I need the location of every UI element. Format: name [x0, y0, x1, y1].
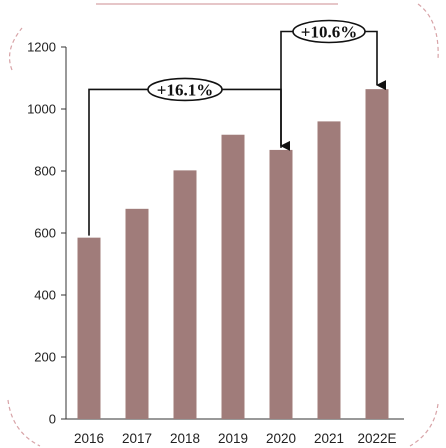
bar-2020: [269, 149, 293, 420]
bar-2021: [317, 121, 341, 420]
bar-2019: [221, 134, 245, 420]
bar-2016: [77, 237, 101, 419]
y-tick-label: 400: [34, 288, 56, 303]
x-tick-label: 2020: [266, 431, 296, 446]
y-tick-label: 1000: [27, 102, 56, 117]
x-tick-label: 2017: [122, 431, 152, 446]
frame-bottom-left-arc: [7, 399, 41, 447]
x-tick-label: 2019: [218, 431, 248, 446]
growth-oval: [147, 77, 223, 102]
growth-oval: [292, 19, 366, 44]
growth-annotations: +16.1% +10.6%: [88, 19, 386, 236]
y-tick-label: 200: [34, 350, 56, 365]
growth-label: +10.6%: [301, 23, 357, 42]
frame-left-arc: [9, 27, 23, 71]
bar-2018: [173, 170, 197, 419]
x-tick-label: 2022E: [357, 431, 396, 446]
bars: 2016 2017 2018 2019 2020 2021 2022E: [74, 89, 397, 446]
frame-bottom-right-arc: [409, 403, 439, 447]
growth-annotation: +10.6%: [280, 19, 386, 148]
y-tick-label: 800: [34, 164, 56, 179]
x-tick-label: 2021: [314, 431, 344, 446]
y-tick-label: 600: [34, 226, 56, 241]
x-tick-label: 2018: [170, 431, 200, 446]
frame-right-arc: [417, 3, 439, 61]
decorative-frame: [7, 3, 439, 447]
y-tick-label: 1200: [27, 40, 56, 55]
growth-label: +16.1%: [157, 80, 213, 99]
y-tick-label: 0: [49, 412, 56, 427]
bar-2017: [125, 208, 149, 419]
x-tick-label: 2016: [74, 431, 104, 446]
bar-2022e: [365, 89, 389, 419]
